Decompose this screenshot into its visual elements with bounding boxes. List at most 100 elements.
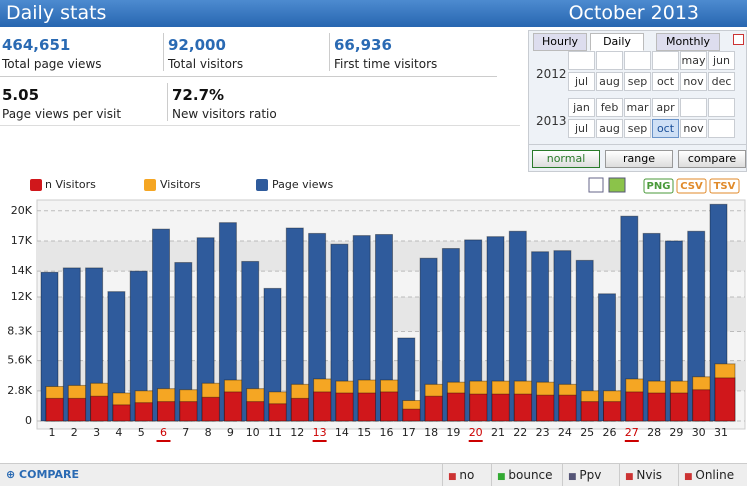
month-cell[interactable]: sep [624,119,651,138]
empty-cell [624,51,651,70]
footer: ⊕ COMPARE ■ no ■ bounce ■ Ppv ■ Nvis ■ Onlin… [0,463,747,486]
month-cell[interactable]: aug [596,119,623,138]
x-tick-label: 8 [205,426,212,439]
divider [0,76,497,77]
toggle[interactable]: ■ no [448,468,475,482]
stat-value: 464,651 [2,36,71,54]
month-cell[interactable]: jul [568,72,595,91]
toggle-separator [491,464,492,486]
x-tick-label: 22 [513,426,527,439]
y-tick-label: 20K [11,204,33,217]
stat: 66,936 First time visitors [334,36,484,76]
x-tick-label: 5 [138,426,145,439]
toggle[interactable]: ■ Nvis [625,468,663,482]
x-tick-label: 9 [227,426,234,439]
month-cell[interactable]: jan [568,98,595,117]
period: October 2013 [568,2,699,24]
stat-label: Total visitors [168,57,244,71]
stat: 464,651 Total page views [2,36,152,76]
toggle-label: no [459,468,475,482]
legend-label: Page views [272,178,333,191]
picker-button[interactable]: range [605,150,673,168]
chart-icon [608,177,626,193]
toggle[interactable]: ■ Ppv [568,468,602,482]
chart-icon [588,177,604,193]
x-tick-label: 30 [692,426,706,439]
month-cell[interactable]: jul [568,119,595,138]
divider [529,144,746,145]
x-tick-label: 24 [558,426,572,439]
y-tick-label: 14K [11,264,33,277]
bar [714,377,736,422]
picker-button[interactable]: normal [532,150,600,168]
stat-label: New visitors ratio [172,107,277,121]
x-tick-label: 15 [357,426,371,439]
month-cell[interactable]: dec [708,72,735,91]
stat: 92,000 Total visitors [168,36,318,76]
stat-value: 92,000 [168,36,226,54]
stat: 72.7% New visitors ratio [172,86,322,126]
month-cell[interactable]: may [680,51,707,70]
month-cell[interactable]: apr [652,98,679,117]
x-tick-label: 31 [714,426,728,439]
compare-link[interactable]: ⊕ COMPARE [6,468,79,481]
divider [329,33,330,71]
month-cell[interactable]: jun [708,51,735,70]
export-tag [676,178,707,194]
divider [0,125,520,126]
x-tick-label: 21 [491,426,505,439]
tab[interactable]: Hourly [533,33,587,51]
calendar-icon [733,34,744,45]
x-tick-label: 6 [160,426,167,439]
divider [163,33,164,71]
y-tick-label: 5.6K [7,354,32,367]
y-tick-label: 12K [11,290,33,303]
toggle-separator [562,464,563,486]
month-cell[interactable]: aug [596,72,623,91]
x-tick-label: 16 [380,426,394,439]
month-cell[interactable]: mar [624,98,651,117]
export-tag [643,178,674,194]
month-cell[interactable]: nov [680,119,707,138]
toggle-label: Ppv [579,468,602,482]
date-picker: Hourly Daily Monthly 2012 may jun jul aug sep oct… [528,30,747,172]
x-tick-label: 10 [246,426,260,439]
x-tick-label: 3 [93,426,100,439]
x-tick-label: 17 [402,426,416,439]
stat-value: 5.05 [2,86,40,104]
x-tick-label: 1 [49,426,56,439]
title: Daily stats [6,2,107,24]
x-tick-label: 2 [71,426,78,439]
month-cell[interactable]: oct [652,72,679,91]
export-label: CSV [680,181,703,192]
legend-swatch [30,179,42,191]
tab[interactable]: Daily [590,33,644,51]
x-tick-label: 27 [625,426,639,439]
x-tick-label: 23 [536,426,550,439]
x-tick-label: 12 [290,426,304,439]
toggle[interactable]: ■ Online [684,468,735,482]
x-tick-label: 18 [424,426,438,439]
stat-value: 66,936 [334,36,392,54]
empty-cell [680,98,707,117]
toggle-separator [619,464,620,486]
month-cell[interactable]: sep [624,72,651,91]
month-cell[interactable]: oct [652,119,679,138]
y-tick-label: 0 [25,414,32,427]
month-cell[interactable]: feb [596,98,623,117]
legend-label: n Visitors [45,178,96,191]
x-tick-label: 14 [335,426,349,439]
empty-cell [708,98,735,117]
toggle[interactable]: ■ bounce [497,468,553,482]
year-label: 2012 [536,67,567,81]
month-cell[interactable]: nov [680,72,707,91]
x-tick-label: 29 [669,426,683,439]
stat-label: Page views per visit [2,107,122,121]
tab[interactable]: Monthly [656,33,720,51]
empty-cell [708,119,735,138]
export-label: TSV [714,181,736,192]
legend-swatch [144,179,156,191]
picker-button[interactable]: compare [678,150,746,168]
header: Daily stats October 2013 [0,0,747,27]
